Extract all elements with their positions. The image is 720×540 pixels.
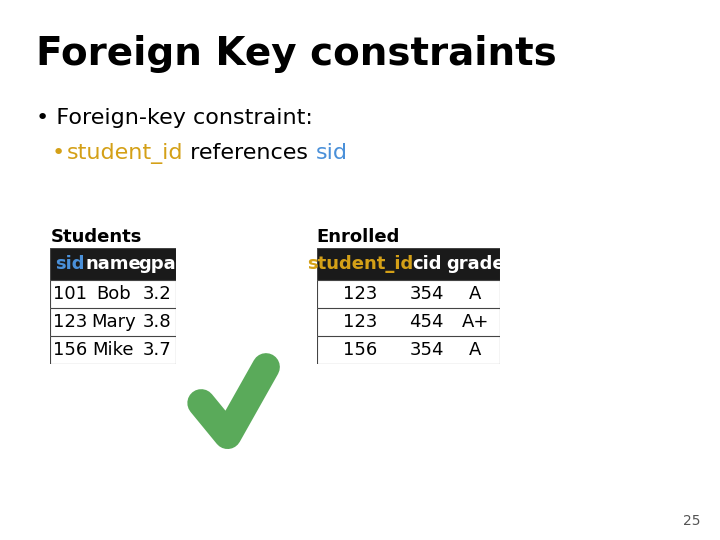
Text: 25: 25 bbox=[683, 514, 700, 528]
Text: 3.8: 3.8 bbox=[143, 313, 171, 331]
Text: 354: 354 bbox=[410, 285, 444, 303]
Text: A+: A+ bbox=[462, 313, 489, 331]
Text: cid: cid bbox=[412, 255, 441, 273]
Text: • Foreign-key constraint:: • Foreign-key constraint: bbox=[36, 108, 313, 128]
Text: student_id: student_id bbox=[67, 143, 184, 164]
Text: Mike: Mike bbox=[93, 341, 134, 359]
Text: 101: 101 bbox=[53, 285, 87, 303]
Text: 454: 454 bbox=[410, 313, 444, 331]
Text: •: • bbox=[52, 143, 65, 163]
Text: gpa: gpa bbox=[138, 255, 176, 273]
Text: 3.7: 3.7 bbox=[143, 341, 171, 359]
Text: 156: 156 bbox=[53, 341, 87, 359]
Text: 123: 123 bbox=[343, 285, 377, 303]
Text: A: A bbox=[469, 285, 482, 303]
Text: sid: sid bbox=[55, 255, 85, 273]
Text: 123: 123 bbox=[343, 313, 377, 331]
Text: Bob: Bob bbox=[96, 285, 131, 303]
Text: 354: 354 bbox=[410, 341, 444, 359]
Text: 123: 123 bbox=[53, 313, 87, 331]
Text: A: A bbox=[469, 341, 482, 359]
Text: Enrolled: Enrolled bbox=[317, 228, 400, 246]
Text: 156: 156 bbox=[343, 341, 377, 359]
Text: references: references bbox=[184, 143, 315, 163]
Text: Foreign Key constraints: Foreign Key constraints bbox=[36, 35, 557, 73]
Text: 3.2: 3.2 bbox=[143, 285, 171, 303]
Text: grade: grade bbox=[446, 255, 505, 273]
Text: Students: Students bbox=[50, 228, 142, 246]
Text: Mary: Mary bbox=[91, 313, 136, 331]
Text: sid: sid bbox=[315, 143, 348, 163]
Text: name: name bbox=[86, 255, 141, 273]
Text: student_id: student_id bbox=[307, 255, 413, 273]
